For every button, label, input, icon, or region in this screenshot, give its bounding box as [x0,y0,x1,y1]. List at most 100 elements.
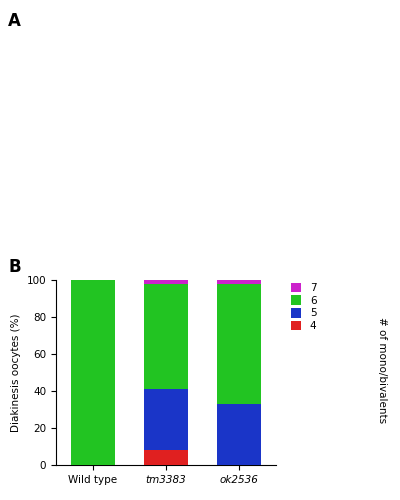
Ellipse shape [71,185,78,196]
Ellipse shape [356,177,370,189]
Ellipse shape [320,97,330,106]
Ellipse shape [72,186,77,194]
Ellipse shape [149,214,161,226]
Ellipse shape [72,216,78,241]
Bar [144,280,188,283]
Ellipse shape [228,182,234,188]
Ellipse shape [38,172,44,180]
Ellipse shape [77,84,85,92]
Ellipse shape [39,158,44,163]
Ellipse shape [347,94,361,108]
Ellipse shape [39,174,44,180]
Text: g: g [285,150,291,158]
Ellipse shape [250,210,266,225]
Ellipse shape [150,215,160,224]
Ellipse shape [152,216,158,223]
Ellipse shape [338,204,348,214]
Ellipse shape [35,83,48,94]
Text: d: d [379,33,385,42]
Ellipse shape [129,205,136,213]
Ellipse shape [339,173,347,180]
Ellipse shape [174,68,181,80]
Ellipse shape [170,208,180,217]
Ellipse shape [262,90,276,102]
Ellipse shape [239,164,250,174]
Ellipse shape [150,45,160,60]
Ellipse shape [240,90,254,102]
Ellipse shape [148,212,163,228]
Ellipse shape [242,92,253,100]
Ellipse shape [250,178,266,192]
Ellipse shape [175,100,180,108]
Ellipse shape [154,70,165,89]
Ellipse shape [252,212,264,224]
Text: tm: tm [302,150,312,158]
Bar [144,450,188,465]
Ellipse shape [74,60,88,74]
Ellipse shape [154,176,160,183]
Ellipse shape [131,64,143,85]
Ellipse shape [319,64,331,74]
Ellipse shape [262,62,276,72]
Ellipse shape [37,171,45,182]
Ellipse shape [134,70,140,79]
Ellipse shape [172,94,183,114]
Ellipse shape [154,102,165,118]
Text: # of mono/bivalents: # of mono/bivalents [377,317,387,423]
Ellipse shape [220,64,227,70]
Ellipse shape [218,90,230,102]
Ellipse shape [219,92,229,100]
Text: tm: tm [20,150,30,158]
Ellipse shape [362,68,375,80]
Ellipse shape [173,66,182,82]
Bar [217,284,261,404]
Ellipse shape [364,70,373,78]
Ellipse shape [172,209,178,216]
Ellipse shape [312,191,324,201]
Ellipse shape [252,179,264,191]
Ellipse shape [241,166,248,172]
Ellipse shape [152,48,158,57]
Ellipse shape [170,175,180,184]
Ellipse shape [124,172,141,188]
Ellipse shape [132,66,142,82]
Ellipse shape [153,100,166,120]
Ellipse shape [36,154,46,166]
Ellipse shape [124,200,141,218]
Ellipse shape [355,176,371,190]
Ellipse shape [237,162,252,175]
Ellipse shape [37,224,46,237]
Ellipse shape [223,210,239,225]
Ellipse shape [174,98,181,110]
Y-axis label: Diakinesis oocytes (%): Diakinesis oocytes (%) [11,313,21,432]
Bar [71,280,115,465]
Ellipse shape [339,206,347,212]
Ellipse shape [172,64,183,85]
Ellipse shape [168,204,182,220]
Ellipse shape [360,180,366,186]
Text: h: h [379,150,385,158]
Legend: 7, 6, 5, 4: 7, 6, 5, 4 [290,282,318,333]
Ellipse shape [156,104,164,117]
Ellipse shape [133,96,141,110]
Text: tm: tm [208,150,218,158]
Ellipse shape [38,189,45,198]
Ellipse shape [319,96,331,106]
Ellipse shape [56,68,70,80]
Ellipse shape [38,225,45,236]
Ellipse shape [261,89,277,102]
Ellipse shape [216,60,232,74]
Ellipse shape [320,64,330,73]
Ellipse shape [238,89,256,102]
Ellipse shape [244,93,251,99]
Ellipse shape [366,72,371,77]
Ellipse shape [38,208,45,217]
Ellipse shape [59,100,67,107]
Ellipse shape [175,70,180,79]
Ellipse shape [310,190,325,202]
Ellipse shape [38,209,44,216]
Ellipse shape [343,60,357,74]
Ellipse shape [74,82,88,94]
Ellipse shape [255,182,262,188]
Ellipse shape [363,70,374,79]
